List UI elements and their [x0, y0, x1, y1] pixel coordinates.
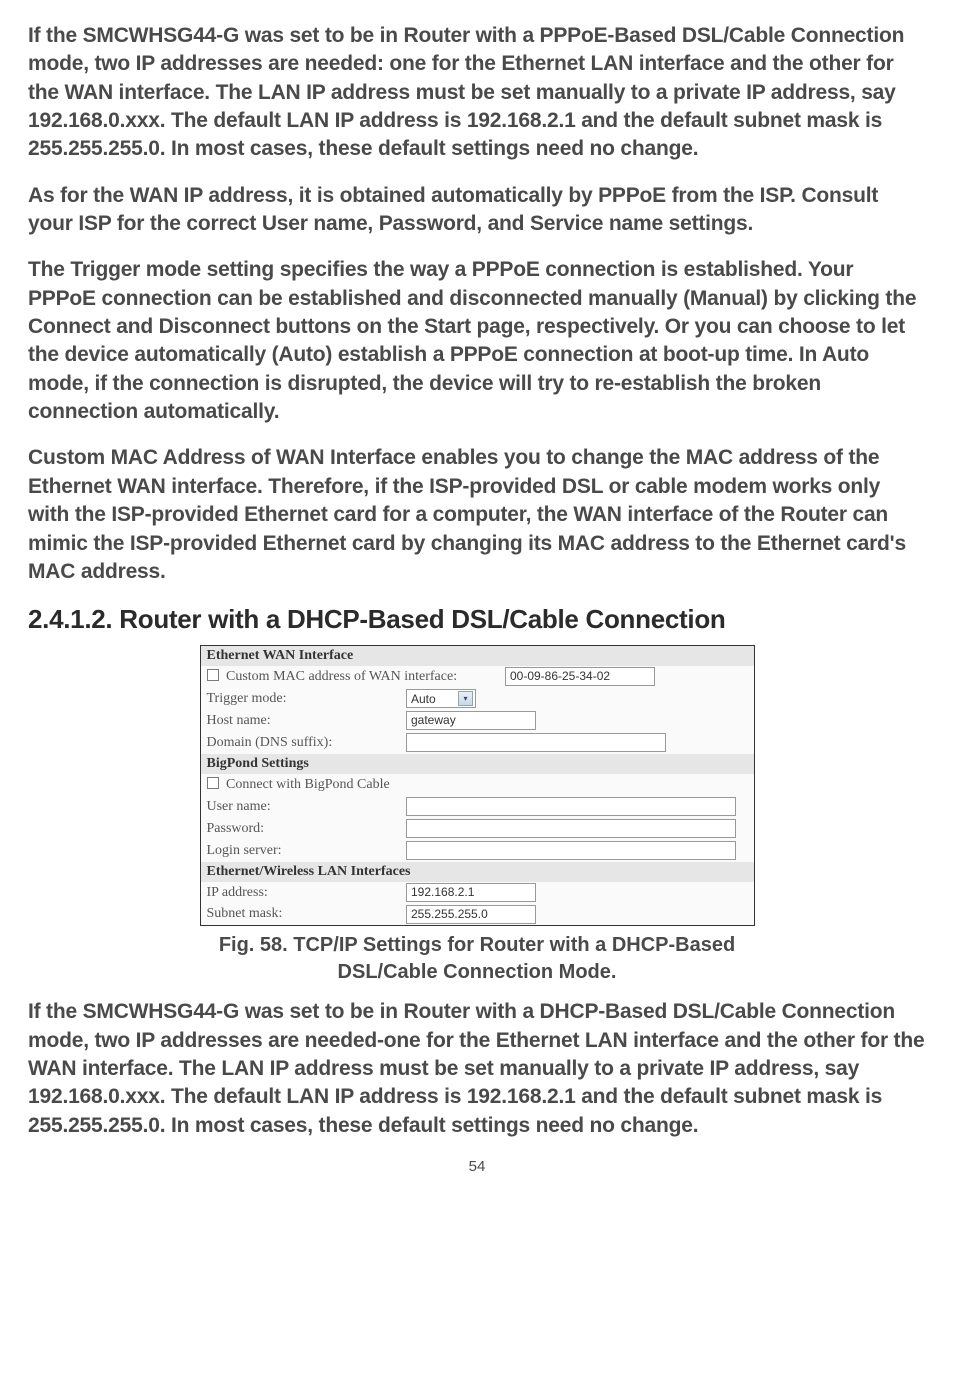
- figure-caption: Fig. 58. TCP/IP Settings for Router with…: [219, 932, 735, 986]
- bigpond-header-label: BigPond Settings: [200, 754, 754, 774]
- domain-label: Domain (DNS suffix):: [200, 732, 400, 754]
- domain-input[interactable]: [406, 733, 666, 752]
- caption-line-2: DSL/Cable Connection Mode.: [338, 961, 617, 983]
- lan-section-header: Ethernet/Wireless LAN Interfaces: [200, 862, 754, 882]
- password-row: Password:: [200, 818, 754, 840]
- bigpond-connect-checkbox[interactable]: [207, 777, 219, 789]
- subnet-mask-input[interactable]: 255.255.255.0: [406, 905, 536, 924]
- ip-address-label: IP address:: [200, 882, 400, 904]
- ip-address-input[interactable]: 192.168.2.1: [406, 883, 536, 902]
- bigpond-connect-label: Connect with BigPond Cable: [226, 777, 390, 792]
- password-input[interactable]: [406, 819, 736, 838]
- subnet-mask-label: Subnet mask:: [200, 904, 400, 926]
- section-heading: 2.4.1.2. Router with a DHCP-Based DSL/Ca…: [28, 604, 926, 635]
- user-name-input[interactable]: [406, 797, 736, 816]
- settings-table: Ethernet WAN Interface Custom MAC addres…: [200, 645, 755, 926]
- trigger-mode-label: Trigger mode:: [200, 688, 400, 710]
- custom-mac-checkbox[interactable]: [207, 669, 219, 681]
- host-name-row: Host name: gateway: [200, 710, 754, 732]
- paragraph-4: Custom MAC Address of WAN Interface enab…: [28, 444, 926, 586]
- figure-58: Ethernet WAN Interface Custom MAC addres…: [28, 645, 926, 986]
- lan-header-label: Ethernet/Wireless LAN Interfaces: [200, 862, 754, 882]
- bigpond-section-header: BigPond Settings: [200, 754, 754, 774]
- subnet-mask-row: Subnet mask: 255.255.255.0: [200, 904, 754, 926]
- page-number: 54: [28, 1158, 926, 1175]
- host-name-input[interactable]: gateway: [406, 711, 536, 730]
- trigger-mode-select[interactable]: Auto ▾: [406, 689, 476, 708]
- bigpond-connect-row: Connect with BigPond Cable: [200, 774, 754, 796]
- custom-mac-input[interactable]: 00-09-86-25-34-02: [505, 667, 655, 686]
- login-server-row: Login server:: [200, 840, 754, 862]
- paragraph-3: The Trigger mode setting specifies the w…: [28, 256, 926, 426]
- trigger-mode-value: Auto: [411, 692, 436, 706]
- paragraph-2: As for the WAN IP address, it is obtaine…: [28, 182, 926, 239]
- login-server-label: Login server:: [200, 840, 400, 862]
- trigger-mode-row: Trigger mode: Auto ▾: [200, 688, 754, 710]
- custom-mac-label: Custom MAC address of WAN interface:: [226, 669, 457, 684]
- paragraph-1: If the SMCWHSG44-G was set to be in Rout…: [28, 22, 926, 164]
- caption-line-1: Fig. 58. TCP/IP Settings for Router with…: [219, 934, 735, 956]
- user-name-label: User name:: [200, 796, 400, 818]
- custom-mac-row: Custom MAC address of WAN interface: 00-…: [200, 666, 754, 688]
- ip-address-row: IP address: 192.168.2.1: [200, 882, 754, 904]
- login-server-input[interactable]: [406, 841, 736, 860]
- paragraph-5: If the SMCWHSG44-G was set to be in Rout…: [28, 998, 926, 1140]
- password-label: Password:: [200, 818, 400, 840]
- wan-section-header: Ethernet WAN Interface: [200, 646, 754, 666]
- domain-row: Domain (DNS suffix):: [200, 732, 754, 754]
- wan-header-label: Ethernet WAN Interface: [200, 646, 754, 666]
- chevron-down-icon: ▾: [458, 691, 473, 706]
- user-name-row: User name:: [200, 796, 754, 818]
- host-name-label: Host name:: [200, 710, 400, 732]
